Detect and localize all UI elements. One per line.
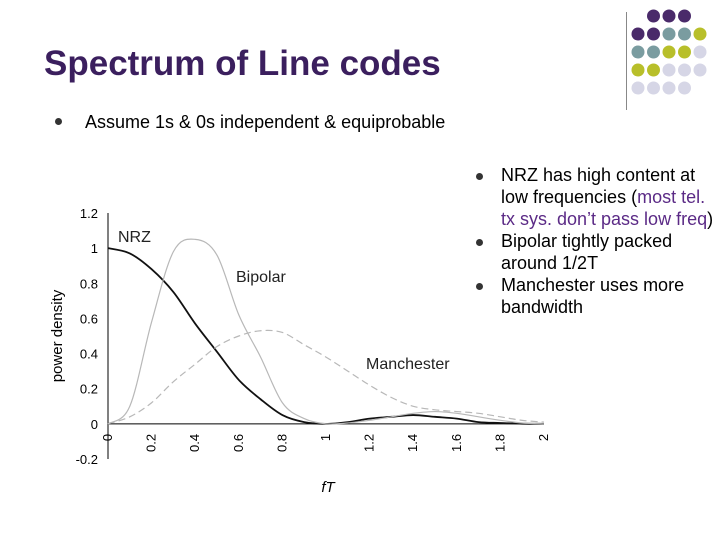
x-tick-label: 2: [536, 434, 551, 441]
bullet-dot-icon: [476, 283, 483, 290]
y-tick-label: 1.2: [80, 206, 98, 221]
nrz-series-label: NRZ: [118, 229, 151, 246]
side-bullet-list: NRZ has high content at low frequencies …: [476, 164, 716, 318]
bipolar-point-text: Bipolar tightly packed around 1/2T: [501, 231, 673, 273]
x-tick-label: 0.4: [187, 434, 202, 452]
nrz-point-accent: most tel. tx sys. don’t pass low freq: [501, 187, 708, 229]
y-axis-label: power density: [49, 289, 66, 382]
x-axis-label: fT: [321, 479, 336, 496]
y-tick-label: 0.2: [80, 382, 98, 397]
manchester-point-text: Manchester uses more bandwidth: [501, 275, 685, 317]
bullet-dot-icon: [55, 118, 62, 125]
x-tick-label: 1: [318, 434, 333, 441]
main-bullet-text: Assume 1s & 0s independent & equiprobabl…: [85, 112, 446, 132]
y-tick-label: 0.4: [80, 347, 98, 362]
x-tick-label: 0.8: [274, 434, 289, 452]
bullet-dot-icon: [476, 239, 483, 246]
title-divider-line: [626, 12, 627, 110]
y-tick-label: 0: [91, 417, 98, 432]
y-tick-label: 0.8: [80, 276, 98, 291]
x-tick-label: 0.6: [231, 434, 246, 452]
manchester-series-label: Manchester: [366, 356, 450, 373]
slide-title: Spectrum of Line codes: [44, 44, 441, 83]
bipolar-point: Bipolar tightly packed around 1/2T: [476, 230, 716, 274]
bipolar-series-label: Bipolar: [236, 269, 286, 286]
x-tick-label: 0: [100, 434, 115, 441]
manchester-series-line: [107, 329, 545, 425]
y-tick-label: 0.6: [80, 311, 98, 326]
x-tick-label: 1.4: [405, 434, 420, 452]
x-tick-label: 0.2: [144, 434, 159, 452]
y-tick-label: 1: [91, 241, 98, 256]
nrz-point-text-2: ): [707, 209, 714, 229]
bipolar-series-line: [107, 238, 545, 425]
bullet-dot-icon: [476, 173, 483, 180]
x-tick-label: 1.8: [492, 434, 507, 452]
nrz-point-text-1: NRZ has high content at low frequencies …: [501, 165, 696, 207]
x-tick-label: 1.6: [449, 434, 464, 452]
nrz-point: NRZ has high content at low frequencies …: [476, 164, 716, 230]
y-tick-label: -0.2: [76, 452, 98, 467]
x-tick-label: 1.2: [362, 434, 377, 452]
manchester-point: Manchester uses more bandwidth: [476, 274, 716, 318]
